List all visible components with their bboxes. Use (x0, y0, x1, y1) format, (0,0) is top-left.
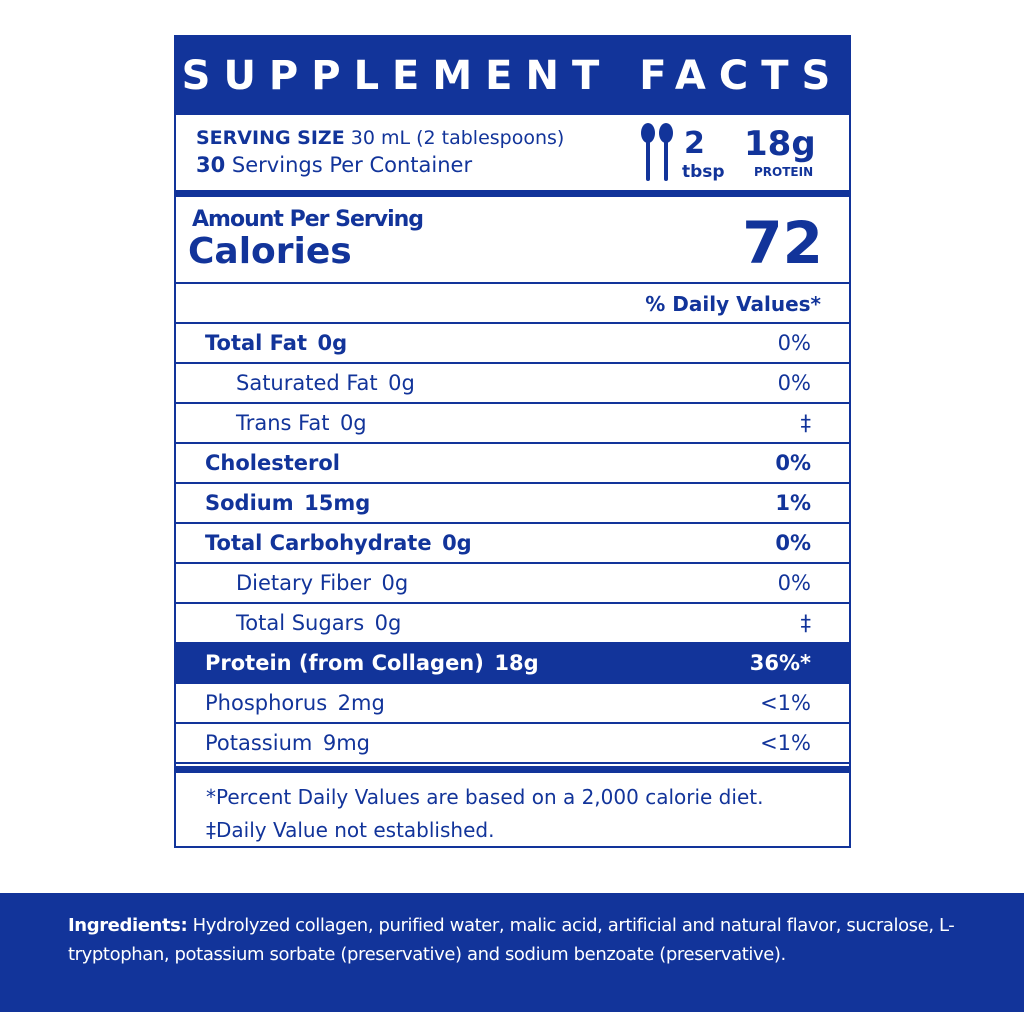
nutrient-name: Total Fat (205, 331, 308, 355)
facts-panel: SUPPLEMENT FACTS SERVING SIZE 30 mL (2 t… (174, 35, 851, 848)
nutrient-row: Total Sugars 0g ‡ (176, 604, 849, 644)
nutrient-amount: 2mg (337, 691, 385, 715)
calories-section: Amount Per Serving Calories 72 (176, 197, 849, 284)
nutrient-label: Protein (from Collagen) 18g (205, 651, 539, 675)
nutrient-label: Saturated Fat 0g (236, 371, 415, 395)
spoon-icon (664, 139, 668, 181)
serving-size: SERVING SIZE 30 mL (2 tablespoons) (196, 127, 564, 149)
serving-info: SERVING SIZE 30 mL (2 tablespoons) 30 Se… (176, 115, 849, 190)
nutrient-label: Dietary Fiber 0g (236, 571, 408, 595)
daily-value: ‡ (800, 611, 812, 635)
nutrient-amount: 0g (374, 611, 402, 635)
nutrient-name: Dietary Fiber (236, 571, 372, 595)
nutrient-name: Potassium (205, 731, 313, 755)
nutrient-row: Saturated Fat 0g 0% (176, 364, 849, 404)
daily-value: 0% (777, 371, 811, 395)
title: SUPPLEMENT FACTS (176, 37, 849, 115)
daily-value: <1% (760, 691, 811, 715)
thick-rule (176, 766, 849, 773)
nutrient-row: Potassium 9mg <1% (176, 724, 849, 764)
ingredients-text: Hydrolyzed collagen, purified water, mal… (68, 915, 955, 965)
nutrient-name: Total Carbohydrate (205, 531, 432, 555)
nutrient-label: Phosphorus 2mg (205, 691, 385, 715)
calories-label: Calories (188, 231, 352, 272)
daily-value: 0% (775, 531, 811, 555)
nutrient-amount: 0g (381, 571, 409, 595)
nutrient-name: Sodium (205, 491, 294, 515)
nutrient-row: Total Carbohydrate 0g 0% (176, 524, 849, 564)
nutrient-amount: 0g (339, 411, 367, 435)
ingredients-label: Ingredients: (68, 915, 188, 936)
nutrient-row: Sodium 15mg 1% (176, 484, 849, 524)
protein-amount: 18g (744, 124, 816, 164)
serving-icons: 2 tbsp 18g PROTEIN (641, 123, 816, 182)
daily-value: 36%* (749, 651, 811, 675)
nutrient-name: Phosphorus (205, 691, 328, 715)
nutrient-label: Total Fat 0g (205, 331, 347, 355)
nutrient-amount: 15mg (304, 491, 371, 515)
thick-rule (176, 190, 849, 197)
ingredients: Ingredients: Hydrolyzed collagen, purifi… (0, 893, 1024, 1012)
nutrient-amount: 9mg (322, 731, 371, 755)
nutrient-row: Dietary Fiber 0g 0% (176, 564, 849, 604)
nutrient-label: Cholesterol (205, 451, 340, 475)
nutrient-amount: 0g (388, 371, 415, 395)
nutrient-name: Protein (from Collagen) (205, 651, 484, 675)
nutrient-label: Potassium 9mg (205, 731, 370, 755)
nutrient-row: Cholesterol 0% (176, 444, 849, 484)
nutrient-label: Trans Fat 0g (236, 411, 367, 435)
daily-value: 0% (775, 451, 811, 475)
nutrient-label: Sodium 15mg (205, 491, 370, 515)
nutrient-label: Total Carbohydrate 0g (205, 531, 472, 555)
footnote: ‡Daily Value not established. (206, 818, 495, 842)
daily-value: 0% (777, 331, 811, 355)
icon-unit: tbsp (682, 162, 725, 182)
daily-value: ‡ (800, 411, 812, 435)
nutrient-amount: 0g (442, 531, 472, 555)
nutrient-name: Total Sugars (236, 611, 365, 635)
servings-count: 30 (196, 153, 226, 177)
serving-size-label: SERVING SIZE (196, 127, 345, 149)
servings-label: Servings Per Container (231, 153, 473, 177)
nutrient-rows: Total Fat 0g 0% Saturated Fat 0g 0% Trans Fa… (176, 324, 849, 764)
daily-value: 0% (777, 571, 811, 595)
nutrient-row: Trans Fat 0g ‡ (176, 404, 849, 444)
nutrient-row: Phosphorus 2mg <1% (176, 684, 849, 724)
nutrient-name: Trans Fat (236, 411, 330, 435)
icon-amount: 2 (684, 126, 705, 161)
spoon-icon (646, 139, 650, 181)
footnote: *Percent Daily Values are based on a 2,0… (206, 785, 764, 809)
nutrient-amount: 18g (494, 651, 539, 675)
daily-value: <1% (760, 731, 811, 755)
protein-label: PROTEIN (754, 165, 813, 179)
spoon-icon (659, 123, 673, 143)
nutrient-amount: 0g (317, 331, 348, 355)
spoon-icon (641, 123, 655, 143)
nutrient-row: Total Fat 0g 0% (176, 324, 849, 364)
servings-per-container: 30 Servings Per Container (196, 153, 472, 177)
nutrient-label: Total Sugars 0g (236, 611, 401, 635)
daily-value: 1% (775, 491, 811, 515)
dv-heading: % Daily Values* (176, 284, 849, 324)
amount-heading: Amount Per Serving (192, 207, 424, 232)
calories-value: 72 (742, 209, 823, 277)
nutrient-name: Cholesterol (205, 451, 340, 475)
serving-size-value: 30 mL (2 tablespoons) (350, 127, 565, 149)
footnotes: *Percent Daily Values are based on a 2,0… (176, 773, 849, 847)
nutrient-name: Saturated Fat (236, 371, 378, 395)
nutrient-row: Protein (from Collagen) 18g 36%* (176, 644, 849, 684)
